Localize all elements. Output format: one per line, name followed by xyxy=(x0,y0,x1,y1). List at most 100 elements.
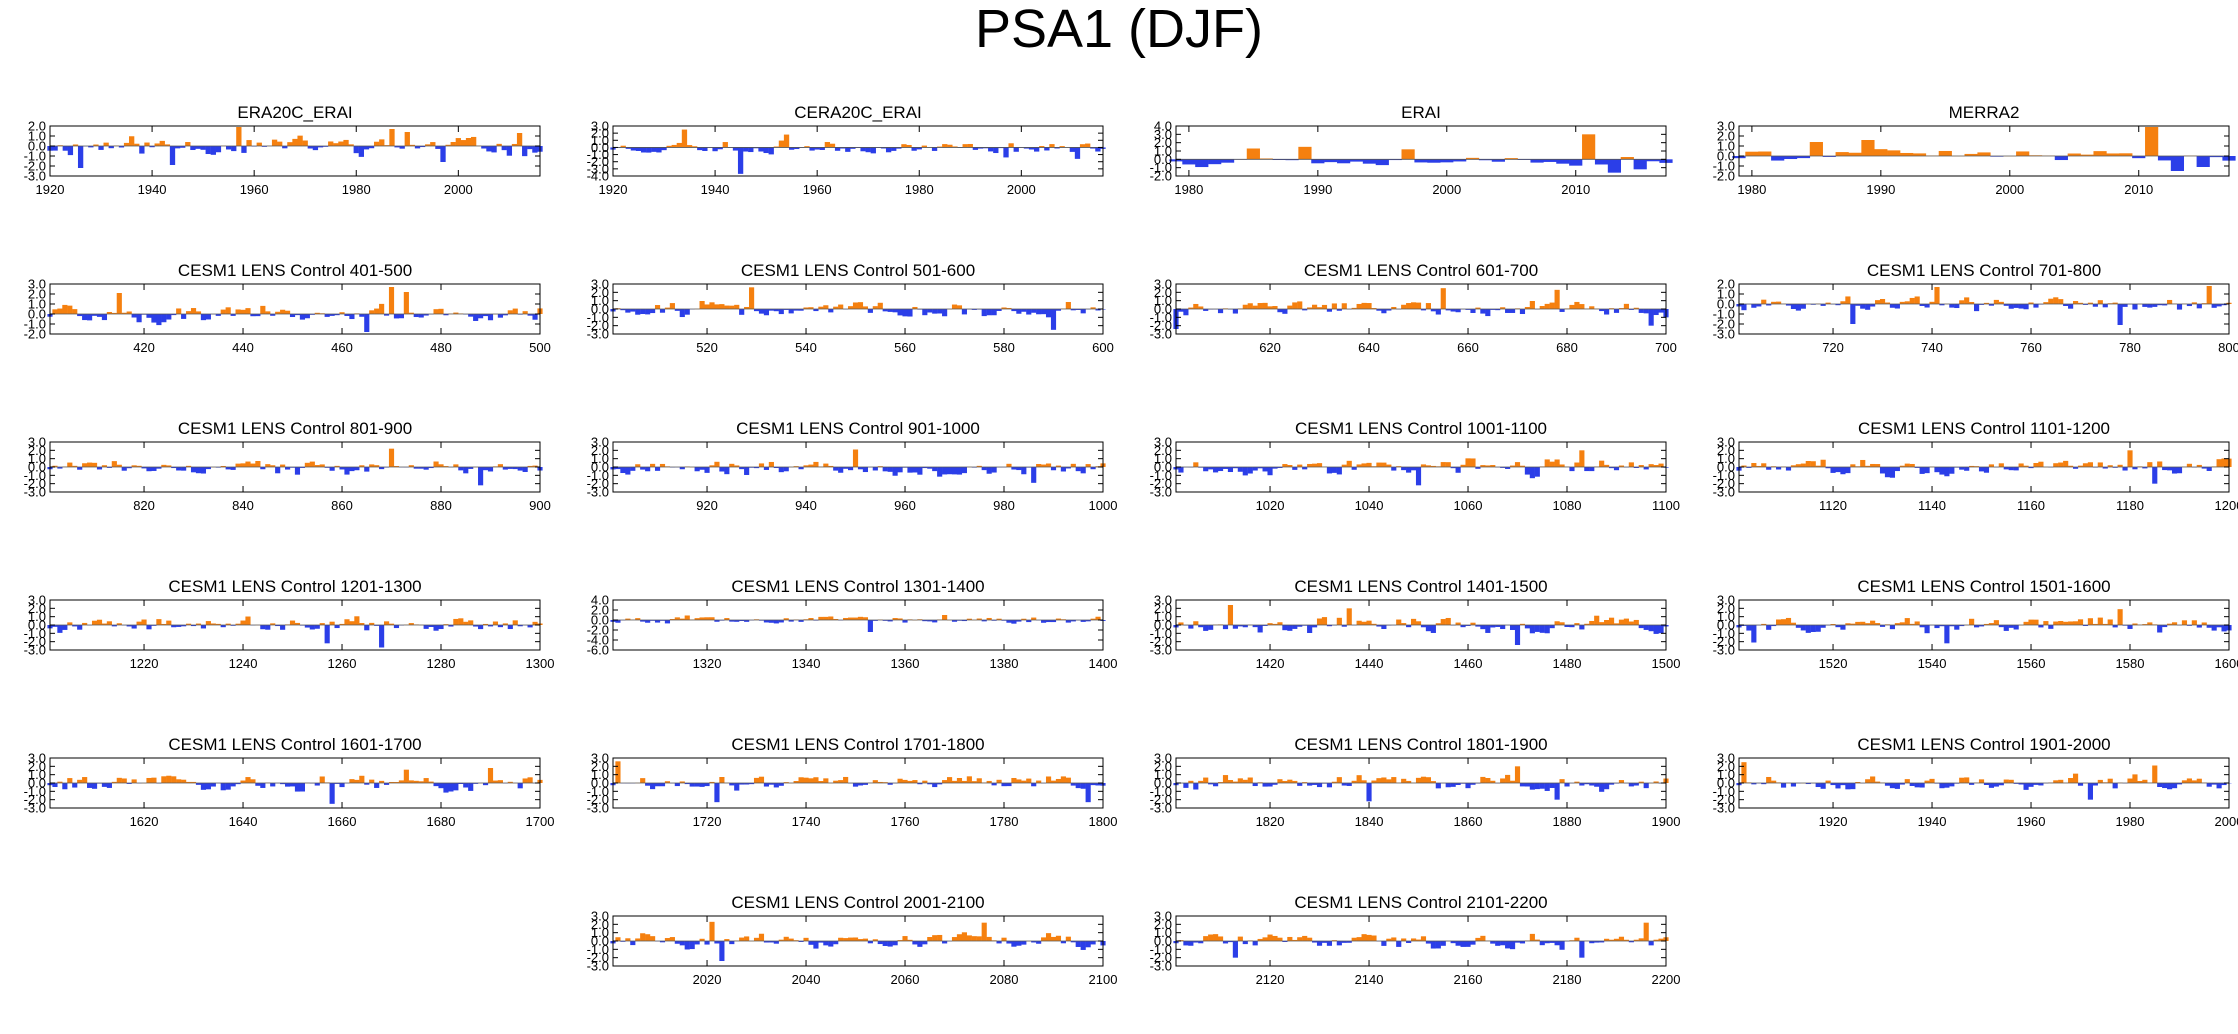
positive-anomaly xyxy=(1874,149,1888,156)
positive-anomaly xyxy=(1060,776,1066,783)
positive-anomaly xyxy=(615,937,621,941)
negative-anomaly xyxy=(1016,467,1022,471)
negative-anomaly xyxy=(309,314,315,315)
negative-anomaly xyxy=(166,314,172,320)
negative-anomaly xyxy=(887,783,893,785)
positive-anomaly xyxy=(793,781,799,783)
positive-anomaly xyxy=(1366,303,1372,309)
positive-anomaly xyxy=(1977,152,1991,156)
negative-anomaly xyxy=(1401,467,1407,471)
positive-anomaly xyxy=(507,781,513,783)
positive-anomaly xyxy=(136,621,142,625)
negative-anomaly xyxy=(440,146,446,162)
positive-anomaly xyxy=(1287,465,1293,467)
positive-anomaly xyxy=(181,779,187,783)
negative-anomaly xyxy=(200,783,207,790)
negative-anomaly xyxy=(1381,941,1387,946)
negative-anomaly xyxy=(1919,625,1925,628)
negative-anomaly xyxy=(1021,309,1027,312)
positive-anomaly xyxy=(804,146,810,148)
negative-anomaly xyxy=(1346,783,1352,786)
positive-anomaly xyxy=(123,142,130,146)
positive-anomaly xyxy=(1307,463,1313,467)
negative-anomaly xyxy=(1579,783,1585,786)
positive-anomaly xyxy=(1771,301,1777,304)
x-tick-label: 800 xyxy=(2218,340,2238,355)
x-tick-label: 760 xyxy=(2020,340,2042,355)
negative-anomaly xyxy=(1776,467,1782,470)
negative-anomaly xyxy=(719,941,725,961)
negative-anomaly xyxy=(689,783,695,787)
positive-anomaly xyxy=(1539,306,1545,309)
positive-anomaly xyxy=(1569,304,1575,309)
panel-6: CESM1 LENS Control 501-6003.02.01.00.0-1… xyxy=(587,261,1114,355)
y-tick-label: 0.0 xyxy=(1717,460,1735,475)
negative-anomaly xyxy=(763,467,770,470)
positive-anomaly xyxy=(1887,150,1901,156)
positive-anomaly xyxy=(1884,302,1891,304)
negative-anomaly xyxy=(67,146,74,156)
x-tick-label: 640 xyxy=(1358,340,1380,355)
positive-anomaly xyxy=(1485,465,1491,467)
positive-anomaly xyxy=(828,465,834,467)
positive-anomaly xyxy=(1845,623,1851,625)
positive-anomaly xyxy=(872,780,878,783)
negative-anomaly xyxy=(2013,783,2019,784)
positive-anomaly xyxy=(329,621,335,625)
positive-anomaly xyxy=(388,287,395,314)
y-tick-label: -1.0 xyxy=(1713,468,1735,483)
negative-anomaly xyxy=(1741,304,1747,311)
negative-anomaly xyxy=(1455,309,1461,313)
negative-anomaly xyxy=(2176,783,2183,785)
positive-anomaly xyxy=(1514,766,1521,783)
y-tick-label: 2.0 xyxy=(28,601,46,616)
y-tick-label: -2.0 xyxy=(1713,634,1735,649)
negative-anomaly xyxy=(161,314,167,323)
negative-anomaly xyxy=(615,620,621,623)
negative-anomaly xyxy=(753,309,760,312)
negative-anomaly xyxy=(2196,156,2210,167)
positive-anomaly xyxy=(1227,605,1234,625)
y-tick-label: 2.0 xyxy=(1717,277,1735,292)
negative-anomaly xyxy=(1509,941,1516,950)
positive-anomaly xyxy=(704,617,710,620)
negative-anomaly xyxy=(1934,625,1940,629)
y-tick-label: -1.0 xyxy=(1713,307,1735,322)
positive-anomaly xyxy=(1653,465,1659,467)
positive-anomaly xyxy=(2127,778,2133,783)
positive-anomaly xyxy=(154,143,160,146)
negative-anomaly xyxy=(828,941,834,947)
negative-anomaly xyxy=(1613,309,1620,313)
positive-anomaly xyxy=(101,465,108,467)
negative-anomaly xyxy=(1031,467,1037,483)
negative-anomaly xyxy=(512,467,518,470)
y-tick-label: 2.0 xyxy=(591,285,609,300)
positive-anomaly xyxy=(1193,621,1199,625)
negative-anomaly xyxy=(1406,467,1412,473)
y-tick-label: 3.0 xyxy=(1154,277,1172,292)
negative-anomaly xyxy=(91,314,98,316)
positive-anomaly xyxy=(1272,935,1278,941)
positive-anomaly xyxy=(1307,937,1313,941)
negative-anomaly xyxy=(394,146,400,148)
positive-anomaly xyxy=(625,618,631,620)
positive-anomaly xyxy=(976,778,982,783)
y-tick-label: 2.0 xyxy=(1717,443,1735,458)
negative-anomaly xyxy=(1460,941,1466,947)
negative-anomaly xyxy=(487,314,494,321)
y-tick-label: 2.0 xyxy=(28,287,46,302)
positive-anomaly xyxy=(1401,623,1407,625)
positive-anomaly xyxy=(1924,780,1930,783)
positive-anomaly xyxy=(1391,937,1397,941)
negative-anomaly xyxy=(2196,304,2202,309)
negative-anomaly xyxy=(423,625,429,629)
positive-anomaly xyxy=(2097,617,2103,625)
negative-anomaly xyxy=(768,620,774,623)
negative-anomaly xyxy=(2167,783,2173,790)
positive-anomaly xyxy=(862,617,868,620)
x-tick-label: 480 xyxy=(430,340,452,355)
negative-anomaly xyxy=(260,467,266,470)
negative-anomaly xyxy=(1998,625,2004,628)
negative-anomaly xyxy=(942,309,948,317)
positive-anomaly xyxy=(2033,463,2039,467)
